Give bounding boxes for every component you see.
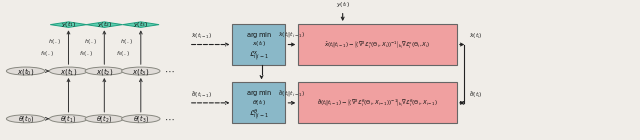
Polygon shape [86, 22, 123, 27]
Text: $\cdots$: $\cdots$ [164, 114, 175, 124]
Circle shape [122, 67, 160, 75]
Text: $h(.)$: $h(.)$ [120, 37, 133, 46]
Polygon shape [51, 22, 87, 27]
Text: $\hat{\theta}(t_i|t_{i-1})$: $\hat{\theta}(t_i|t_{i-1})$ [278, 88, 305, 99]
Text: $y(t_3)$: $y(t_3)$ [133, 20, 148, 29]
Text: $\mathrm{arg\,min}$: $\mathrm{arg\,min}$ [246, 88, 272, 98]
Circle shape [85, 67, 124, 75]
Circle shape [122, 115, 160, 123]
Text: $\hat{x}(t_{i-1})$: $\hat{x}(t_{i-1})$ [191, 32, 212, 41]
Text: $\theta(t_i)$: $\theta(t_i)$ [252, 98, 266, 107]
Text: $x(t_2)$: $x(t_2)$ [95, 66, 113, 77]
Text: $h(.)$: $h(.)$ [48, 37, 61, 46]
Text: $\mathcal{L}^x_{i|i-1}$: $\mathcal{L}^x_{i|i-1}$ [249, 49, 269, 63]
Text: $f_{\theta}(.)$: $f_{\theta}(.)$ [79, 49, 93, 58]
Text: $\hat{x}(t_i|t_{i-1})$: $\hat{x}(t_i|t_{i-1})$ [278, 30, 305, 40]
Circle shape [49, 67, 88, 75]
Text: $f_{\theta}(.)$: $f_{\theta}(.)$ [40, 49, 54, 58]
FancyBboxPatch shape [298, 82, 457, 123]
Text: $y(t_1)$: $y(t_1)$ [61, 20, 76, 29]
Text: $h(.)$: $h(.)$ [84, 37, 97, 46]
Text: $\mathrm{arg\,min}$: $\mathrm{arg\,min}$ [246, 30, 272, 40]
Text: $\cdots$: $\cdots$ [164, 66, 175, 76]
Circle shape [6, 67, 45, 75]
Text: $y(t_2)$: $y(t_2)$ [97, 20, 112, 29]
Text: $\hat{x}(t_i)$: $\hat{x}(t_i)$ [469, 32, 483, 41]
Text: $x(t_1)$: $x(t_1)$ [60, 66, 77, 77]
Text: $f_{\theta}(.)$: $f_{\theta}(.)$ [116, 49, 129, 58]
Circle shape [85, 115, 124, 123]
Text: $\hat{x}(t_i|t_{i-1}) - \left[(\nabla^2\mathcal{L}^x_i(\Theta_i,X_i))^{-1}\right: $\hat{x}(t_i|t_{i-1}) - \left[(\nabla^2\… [324, 39, 431, 50]
Circle shape [6, 115, 45, 123]
FancyBboxPatch shape [232, 82, 285, 123]
Text: $\hat{\theta}(t_i)$: $\hat{\theta}(t_i)$ [469, 90, 483, 100]
Text: $\theta(t_0)$: $\theta(t_0)$ [17, 113, 34, 124]
Text: $x(t_3)$: $x(t_3)$ [132, 66, 150, 77]
Text: $\hat{\theta}(t_{i-1})$: $\hat{\theta}(t_{i-1})$ [191, 90, 212, 100]
Text: $\theta(t_1)$: $\theta(t_1)$ [60, 113, 77, 124]
Text: $x(t_0)$: $x(t_0)$ [17, 66, 35, 77]
Text: $y(t_i)$: $y(t_i)$ [336, 0, 349, 9]
FancyBboxPatch shape [298, 24, 457, 65]
Text: $\theta(t_3)$: $\theta(t_3)$ [132, 113, 149, 124]
Polygon shape [123, 22, 159, 27]
Circle shape [49, 115, 88, 123]
Text: $\mathcal{L}^\theta_{i|i-1}$: $\mathcal{L}^\theta_{i|i-1}$ [249, 107, 269, 122]
FancyBboxPatch shape [232, 24, 285, 65]
Text: $\theta(t_2)$: $\theta(t_2)$ [96, 113, 113, 124]
Text: $x(t_i)$: $x(t_i)$ [252, 39, 266, 48]
Text: $\hat{\theta}(t_i|t_{i-1}) - \left[(\nabla^2\mathcal{L}^\theta_i(\Theta_i,X_{i-1: $\hat{\theta}(t_i|t_{i-1}) - \left[(\nab… [317, 97, 438, 108]
